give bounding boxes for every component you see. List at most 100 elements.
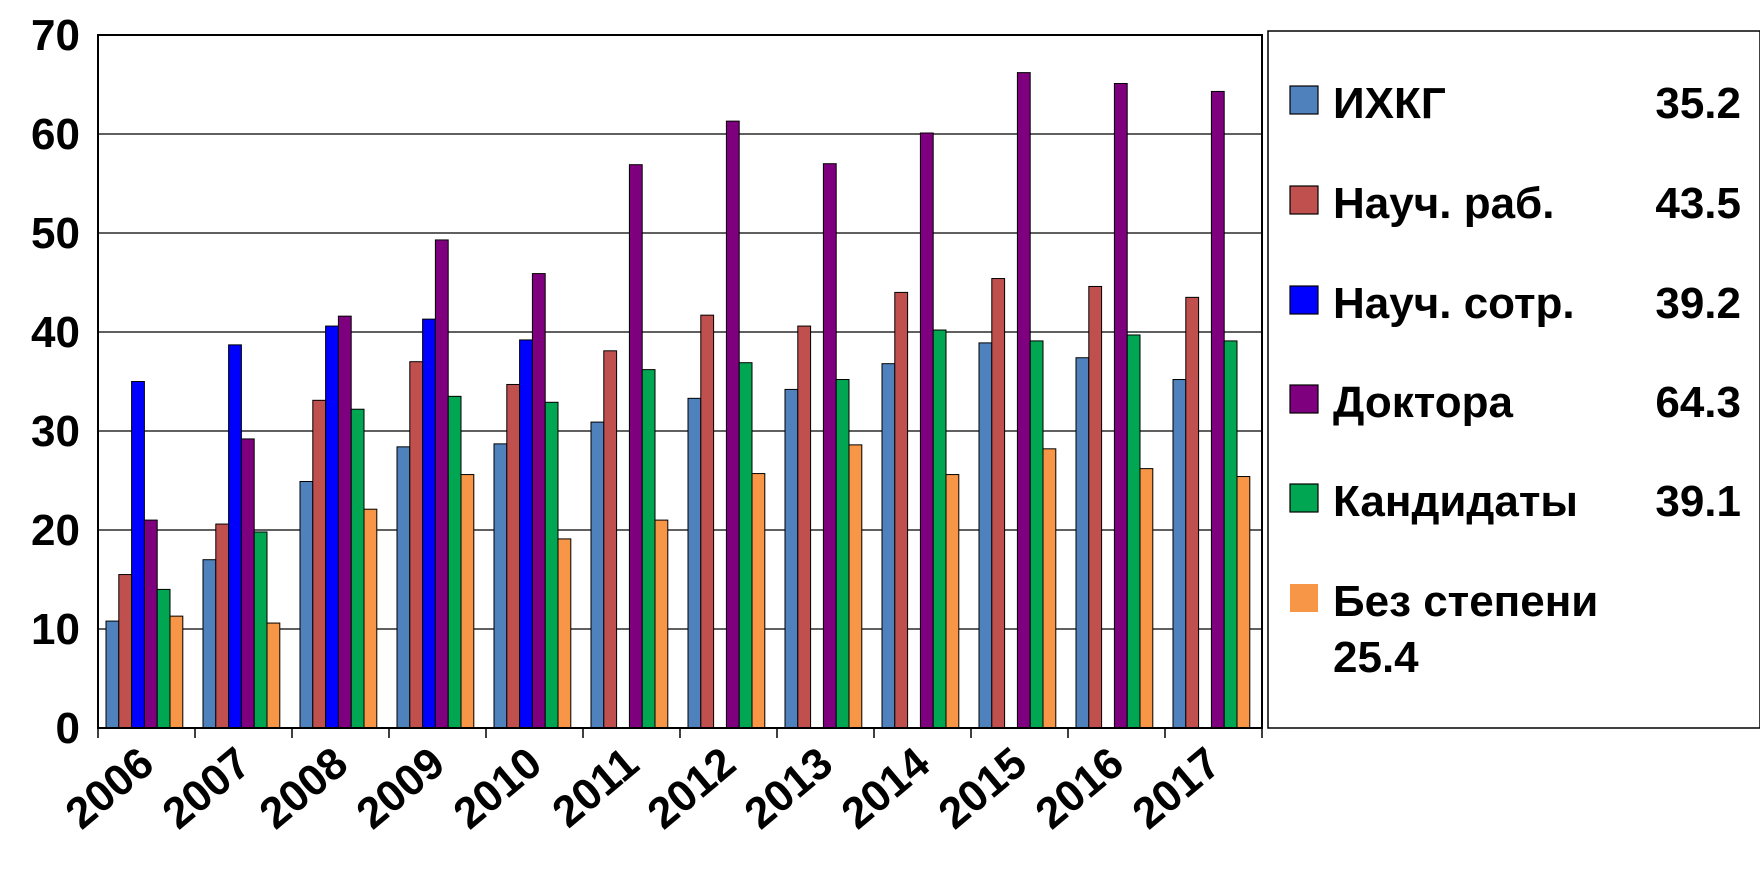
bar bbox=[202, 559, 217, 729]
bar bbox=[1223, 340, 1238, 729]
x-tick-label: 2008 bbox=[250, 738, 356, 838]
bar bbox=[1088, 285, 1103, 729]
bar bbox=[1126, 334, 1141, 729]
y-tick-labels: 0 10 20 30 40 50 60 70 bbox=[31, 11, 80, 753]
legend-value: 35.2 bbox=[1655, 79, 1741, 128]
bar bbox=[519, 339, 533, 729]
bar bbox=[422, 318, 436, 729]
bar bbox=[641, 369, 656, 729]
legend-value: 43.5 bbox=[1655, 179, 1741, 228]
bar bbox=[725, 120, 740, 729]
bar bbox=[131, 381, 145, 729]
bar bbox=[1185, 296, 1200, 729]
bar bbox=[894, 291, 909, 729]
x-tick-labels: 2006200720082009201020112012201320142015… bbox=[56, 738, 1229, 839]
x-tick-label: 2007 bbox=[153, 738, 259, 838]
bar bbox=[460, 474, 475, 729]
bar bbox=[881, 363, 896, 729]
bar bbox=[945, 474, 960, 729]
bar bbox=[932, 329, 947, 729]
bar bbox=[156, 588, 171, 729]
bar bbox=[240, 438, 255, 729]
x-tick-label: 2009 bbox=[347, 738, 453, 838]
legend-swatch bbox=[1289, 384, 1319, 414]
legend-label: Доктора bbox=[1333, 378, 1514, 427]
legend-value: 39.2 bbox=[1655, 279, 1741, 328]
bar bbox=[531, 273, 546, 729]
legend-label: Без степени bbox=[1333, 577, 1598, 626]
bar bbox=[784, 388, 799, 729]
bar bbox=[350, 408, 365, 729]
bar bbox=[738, 362, 753, 729]
bar bbox=[299, 480, 314, 729]
y-tick-label: 20 bbox=[31, 506, 80, 555]
legend-label: Кандидаты bbox=[1333, 477, 1578, 526]
y-tick-label: 10 bbox=[31, 605, 80, 654]
bar bbox=[991, 278, 1006, 729]
legend: ИХКГ 35.2 Науч. раб. 43.5 Науч. сотр. 39.2 Док… bbox=[1267, 30, 1760, 729]
bar bbox=[978, 342, 993, 729]
legend-swatch bbox=[1290, 584, 1318, 612]
bar bbox=[822, 163, 837, 729]
y-tick-label: 60 bbox=[31, 110, 80, 159]
legend-value: 25.4 bbox=[1333, 633, 1419, 682]
bar bbox=[1236, 476, 1251, 729]
bar bbox=[118, 574, 133, 729]
plot-area bbox=[97, 34, 1263, 729]
bar bbox=[590, 421, 605, 729]
bar bbox=[325, 325, 339, 729]
bar bbox=[1042, 448, 1057, 729]
bar bbox=[544, 401, 559, 729]
bar bbox=[396, 446, 411, 729]
x-tick-label: 2017 bbox=[1123, 738, 1229, 838]
bar bbox=[228, 344, 242, 729]
legend-label: Науч. сотр. bbox=[1333, 279, 1575, 328]
bar bbox=[447, 395, 462, 729]
legend-swatch bbox=[1289, 85, 1319, 115]
bar bbox=[687, 397, 702, 729]
legend-box bbox=[1267, 30, 1760, 729]
y-tick-label: 0 bbox=[56, 704, 80, 753]
x-tick-label: 2006 bbox=[56, 738, 162, 838]
bar bbox=[169, 615, 184, 729]
bar bbox=[628, 164, 643, 729]
bar bbox=[337, 315, 352, 729]
bar bbox=[215, 523, 230, 729]
x-tick-label: 2010 bbox=[444, 738, 550, 838]
gridlines bbox=[98, 133, 1262, 630]
bar bbox=[919, 132, 934, 729]
bar bbox=[751, 473, 766, 729]
x-tick-label: 2013 bbox=[735, 738, 841, 838]
legend-swatch bbox=[1289, 185, 1319, 215]
bar bbox=[1075, 357, 1090, 729]
bar bbox=[363, 508, 378, 729]
bar bbox=[1139, 468, 1154, 729]
bar bbox=[557, 538, 572, 729]
bars bbox=[105, 72, 1251, 729]
legend-swatch bbox=[1289, 285, 1319, 315]
y-tick-label: 30 bbox=[31, 407, 80, 456]
bar bbox=[835, 379, 850, 729]
legend-value: 64.3 bbox=[1655, 378, 1741, 427]
bar bbox=[506, 383, 521, 729]
y-tick-label: 40 bbox=[31, 308, 80, 357]
x-tick-label: 2011 bbox=[543, 738, 648, 837]
x-tick-label: 2016 bbox=[1026, 738, 1132, 838]
x-tick-label: 2012 bbox=[638, 738, 744, 838]
bar bbox=[493, 443, 508, 729]
legend-swatch bbox=[1289, 483, 1319, 513]
legend-label: Науч. раб. bbox=[1333, 179, 1554, 228]
bar bbox=[253, 531, 268, 729]
legend-label: ИХКГ bbox=[1333, 79, 1446, 128]
bar bbox=[654, 519, 669, 729]
legend-value: 39.1 bbox=[1655, 477, 1741, 526]
x-tick-label: 2015 bbox=[929, 738, 1035, 838]
bar bbox=[1210, 90, 1225, 729]
bar bbox=[848, 444, 863, 729]
bar bbox=[434, 239, 449, 729]
bar bbox=[1016, 72, 1031, 729]
bar bbox=[105, 620, 120, 729]
x-tick-label: 2014 bbox=[832, 738, 939, 839]
bar bbox=[409, 361, 424, 729]
